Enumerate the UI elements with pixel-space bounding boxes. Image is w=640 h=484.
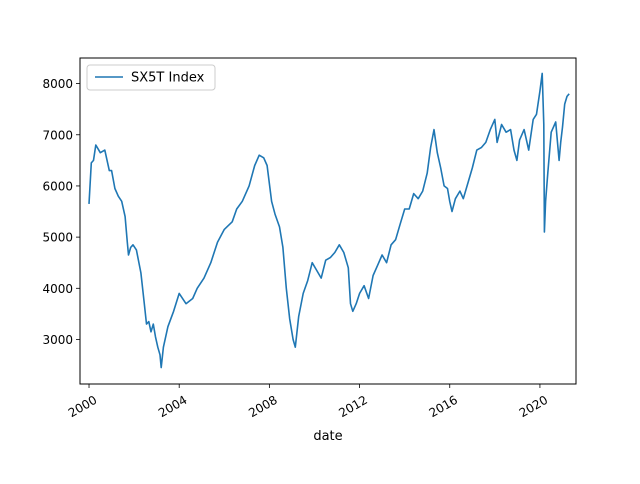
y-tick-label: 5000 (42, 231, 73, 245)
y-tick-label: 4000 (42, 282, 73, 296)
series-line-0 (88, 72, 570, 369)
plot-frame (79, 57, 577, 385)
y-tick-label: 3000 (42, 333, 73, 347)
legend-box (86, 64, 216, 91)
y-tick-label: 7000 (42, 128, 73, 142)
legend-label: SX5T Index (131, 71, 205, 86)
y-axis: 3000 4000 5000 6000 7000 8000 (42, 77, 80, 347)
x-axis-label: date (313, 429, 342, 444)
series-layer (88, 72, 570, 369)
y-tick-label: 6000 (42, 179, 73, 193)
y-tick-label: 8000 (42, 77, 73, 91)
legend: SX5T Index (86, 64, 216, 91)
